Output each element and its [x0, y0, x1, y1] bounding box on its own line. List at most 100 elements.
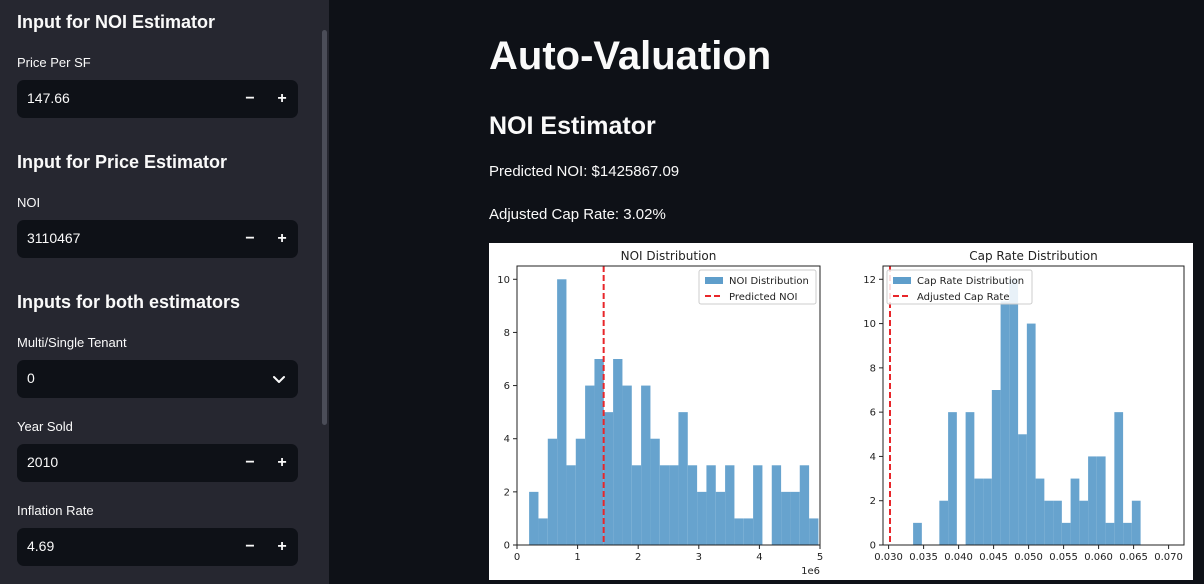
chart1-bar: [781, 491, 791, 545]
chart1-bar: [585, 385, 595, 545]
chart2-x-tick-label: 0.045: [979, 552, 1008, 563]
sidebar: Input for NOI Estimator Price Per SF 147…: [0, 0, 329, 584]
chart1-bar: [566, 465, 576, 545]
year-sold-decrement-button[interactable]: −: [245, 454, 255, 471]
chart2-legend-swatch-bars: [893, 277, 911, 284]
predicted-noi-text: Predicted NOI: $1425867.09: [489, 163, 680, 180]
chart1-bar: [631, 465, 642, 545]
chart2-bar: [1088, 456, 1097, 545]
chart1-bar: [529, 491, 539, 545]
chart1-bar: [790, 491, 800, 545]
price-per-sf-label: Price Per SF: [17, 55, 91, 70]
chart1-bar: [557, 279, 567, 545]
chart1-x-tick-label: 5: [817, 552, 823, 563]
chart2-bar: [913, 522, 922, 545]
chart1-bar: [771, 465, 782, 545]
chart1-y-tick-label: 10: [497, 275, 510, 286]
price-per-sf-increment-button[interactable]: +: [277, 90, 287, 107]
chart2-bar: [983, 478, 992, 545]
year-sold-input[interactable]: 2010 − +: [17, 444, 298, 482]
chart1-bar: [753, 465, 763, 545]
chart2-y-tick-label: 8: [870, 363, 876, 374]
chart1-legend-box: [698, 269, 817, 305]
chart1-x-offset-label: 1e6: [801, 566, 820, 577]
chart1-bar: [809, 518, 819, 545]
inflation-rate-value[interactable]: 4.69: [27, 538, 55, 554]
chart2-bar: [1096, 456, 1106, 545]
page-title: Auto-Valuation: [489, 34, 772, 78]
chart2-bar: [1044, 500, 1054, 545]
chart2-x-tick-label: 0.030: [874, 552, 903, 563]
chart1-bar: [641, 385, 651, 545]
chart1-bar: [538, 518, 548, 545]
year-sold-value[interactable]: 2010: [27, 454, 59, 470]
chart1-bar: [706, 465, 716, 545]
chart2-axes-frame: [882, 265, 1185, 546]
chart1-bar: [697, 491, 707, 545]
noi-input[interactable]: 3110467 − +: [17, 220, 298, 258]
sidebar-scrollbar[interactable]: [322, 30, 327, 425]
chart2-x-tick-label: 0.040: [944, 552, 973, 563]
both-estimators-section-title: Inputs for both estimators: [17, 292, 241, 312]
chart1-y-tick-label: 8: [504, 328, 510, 339]
chart1-bar: [547, 438, 558, 545]
chart2-y-tick-label: 6: [870, 408, 876, 419]
chart2-x-tick-label: 0.065: [1119, 552, 1148, 563]
noi-value[interactable]: 3110467: [27, 230, 81, 246]
chart1-bar: [734, 518, 744, 545]
chart1-x-tick-label: 3: [696, 552, 702, 563]
chart2-x-tick-label: 0.050: [1014, 552, 1043, 563]
chart2-bar: [1018, 434, 1027, 545]
chevron-down-icon[interactable]: [272, 372, 286, 386]
chart1-bar: [743, 518, 754, 545]
chart2-x-tick-label: 0.055: [1049, 552, 1078, 563]
inflation-rate-increment-button[interactable]: +: [277, 538, 287, 555]
chart1-bar: [622, 385, 632, 545]
chart1-legend-swatch-bars: [705, 277, 723, 284]
noi-increment-button[interactable]: +: [277, 230, 287, 247]
chart2-legend-label-bars: Cap Rate Distribution: [917, 276, 1024, 287]
noi-decrement-button[interactable]: −: [245, 230, 255, 247]
chart2-bar: [1053, 500, 1062, 545]
chart2-title: Cap Rate Distribution: [969, 249, 1098, 263]
chart2-bar: [1105, 522, 1115, 545]
noi-estimator-section-title: Input for NOI Estimator: [17, 12, 215, 32]
chart1-x-tick-label: 1: [574, 552, 580, 563]
adjusted-cap-rate-text: Adjusted Cap Rate: 3.02%: [489, 206, 666, 223]
chart2-bar: [1009, 279, 1019, 545]
price-per-sf-decrement-button[interactable]: −: [245, 90, 255, 107]
chart2-y-tick-label: 2: [870, 496, 876, 507]
chart2-bar: [1035, 478, 1045, 545]
chart2-bar: [965, 412, 975, 545]
chart2-bar: [1131, 500, 1141, 545]
chart2-bar: [1070, 478, 1080, 545]
inflation-rate-decrement-button[interactable]: −: [245, 538, 255, 555]
price-per-sf-input[interactable]: 147.66 − +: [17, 80, 298, 118]
chart1-y-tick-label: 0: [504, 541, 510, 552]
chart2-bar: [991, 390, 1001, 545]
chart1-y-tick-label: 6: [504, 381, 510, 392]
year-sold-increment-button[interactable]: +: [277, 454, 287, 471]
noi-label: NOI: [17, 195, 41, 210]
price-per-sf-value[interactable]: 147.66: [27, 90, 70, 106]
chart1-y-tick-label: 2: [504, 487, 510, 498]
chart2-bar: [1026, 323, 1036, 545]
chart1-bar: [603, 412, 614, 545]
chart2-bar: [1079, 500, 1089, 545]
chart2-bar: [1000, 301, 1010, 545]
inflation-rate-input[interactable]: 4.69 − +: [17, 528, 298, 566]
chart1-bar: [613, 359, 623, 545]
inflation-rate-label: Inflation Rate: [17, 503, 94, 518]
tenant-select[interactable]: 0: [17, 360, 298, 398]
year-sold-label: Year Sold: [17, 419, 73, 434]
chart1-bar: [687, 465, 698, 545]
chart2-bar: [1123, 522, 1132, 545]
chart2-bar: [1061, 522, 1071, 545]
chart2-y-tick-label: 12: [863, 275, 876, 286]
chart-figure: NOI Distribution 0 1 2 3 4 5 0 2 4 6 8 10 1e6 NOI Dist…: [489, 243, 1193, 580]
tenant-value[interactable]: 0: [27, 370, 35, 386]
chart1-bar: [715, 491, 726, 545]
chart1-legend-label-line: Predicted NOI: [729, 292, 797, 303]
chart1-x-tick-label: 0: [514, 552, 520, 563]
